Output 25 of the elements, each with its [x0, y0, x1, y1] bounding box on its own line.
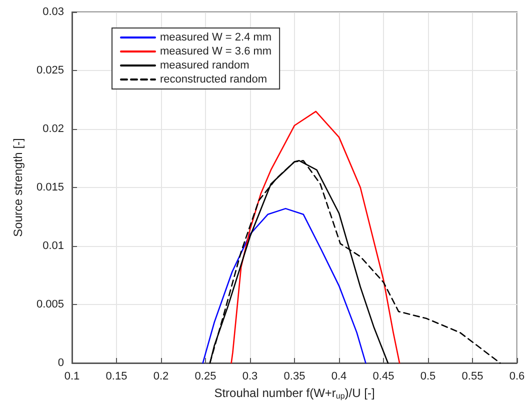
- legend-label: measured random: [160, 60, 250, 72]
- x-tick-label: 0.45: [372, 370, 394, 382]
- line-series: [230, 110, 400, 364]
- x-tick-label: 0.25: [194, 370, 216, 382]
- x-tick-label: 0.6: [509, 370, 525, 382]
- x-tick-label: 0.4: [331, 370, 347, 382]
- y-tick-label: 0.005: [36, 298, 64, 310]
- legend-label: measured W = 3.6 mm: [160, 46, 272, 58]
- x-tick-label: 0.35: [284, 370, 306, 382]
- x-tick-label: 0.5: [420, 370, 436, 382]
- y-tick-label: 0.015: [36, 182, 64, 194]
- x-tick-label: 0.1: [64, 370, 80, 382]
- legend-label: reconstructed random: [160, 74, 267, 86]
- y-tick-label: 0.02: [42, 123, 64, 135]
- y-tick-label: 0.025: [36, 64, 64, 76]
- line-series: [202, 208, 366, 364]
- y-tick-label: 0.01: [42, 240, 64, 252]
- x-tick-label: 0.55: [462, 370, 484, 382]
- x-tick-label: 0.15: [106, 370, 128, 382]
- y-tick-label: 0: [58, 357, 64, 369]
- x-tick-label: 0.2: [153, 370, 169, 382]
- legend-label: measured W = 2.4 mm: [160, 32, 272, 44]
- y-tick-label: 0.03: [42, 6, 64, 18]
- x-tick-label: 0.3: [242, 370, 258, 382]
- y-axis-title: Source strength [-]: [11, 138, 25, 237]
